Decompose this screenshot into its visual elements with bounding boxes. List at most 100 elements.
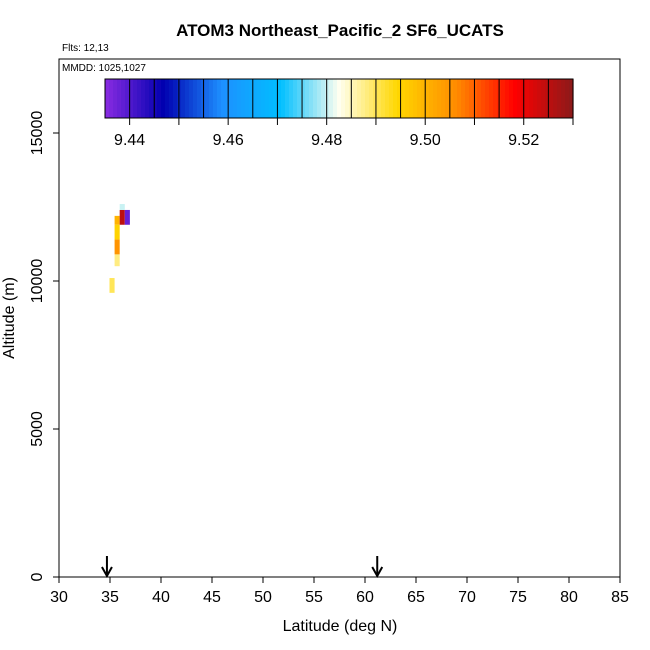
colorbar-segment (485, 79, 490, 118)
colorbar-segment (401, 79, 406, 118)
colorbar-segment (449, 79, 454, 118)
colorbar-tick-label: 9.50 (410, 132, 441, 149)
colorbar-segment (109, 79, 114, 118)
colorbar-segment (565, 79, 570, 118)
chart-title: ATOM3 Northeast_Pacific_2 SF6_UCATS (176, 21, 504, 40)
colorbar-segment (157, 79, 162, 118)
colorbar-segment (513, 79, 518, 118)
colorbar-segment (289, 79, 294, 118)
colorbar-segment (473, 79, 478, 118)
colorbar-segment (337, 79, 342, 118)
data-cell (119, 204, 125, 210)
colorbar-segment (481, 79, 486, 118)
data-cells (109, 204, 130, 293)
colorbar-segment (445, 79, 450, 118)
colorbar-tick-label: 9.44 (114, 132, 145, 149)
colorbar-segment (505, 79, 510, 118)
colorbar-segment (537, 79, 542, 118)
colorbar-segment (369, 79, 374, 118)
colorbar-segment (477, 79, 482, 118)
x-tick-label: 30 (50, 589, 68, 606)
colorbar-segment (541, 79, 546, 118)
colorbar-segment (301, 79, 306, 118)
colorbar-segment (281, 79, 286, 118)
colorbar-segment (417, 79, 422, 118)
colorbar-tick-label: 9.46 (213, 132, 244, 149)
colorbar-segment (257, 79, 262, 118)
colorbar-segment (209, 79, 214, 118)
colorbar-segment (145, 79, 150, 118)
colorbar-segment (265, 79, 270, 118)
colorbar-segment (413, 79, 418, 118)
colorbar-segment (533, 79, 538, 118)
data-cell (114, 254, 120, 267)
colorbar-segment (125, 79, 130, 118)
colorbar-segment (117, 79, 122, 118)
colorbar-segment (345, 79, 350, 118)
colorbar-segment (569, 79, 574, 118)
colorbar-segment (469, 79, 474, 118)
colorbar-segment (205, 79, 210, 118)
colorbar-segment (365, 79, 370, 118)
x-tick-label: 50 (254, 589, 272, 606)
colorbar-segment (149, 79, 154, 118)
x-tick-label: 65 (407, 589, 425, 606)
colorbar-frame (104, 78, 574, 119)
colorbar-segment (465, 79, 470, 118)
colorbar-segment (525, 79, 530, 118)
colorbar-segment (133, 79, 138, 118)
data-cell (114, 215, 120, 225)
colorbar-segment (161, 79, 166, 118)
colorbar-segment (225, 79, 230, 118)
colorbar-segment (305, 79, 310, 118)
colorbar-segment (405, 79, 410, 118)
colorbar-segment (217, 79, 222, 118)
colorbar-segment (545, 79, 550, 118)
colorbar-segment (233, 79, 238, 118)
colorbar-segment (557, 79, 562, 118)
colorbar-segment (489, 79, 494, 118)
x-tick-label: 45 (203, 589, 221, 606)
colorbar-segment (357, 79, 362, 118)
colorbar-segment (229, 79, 234, 118)
colorbar-segment (425, 79, 430, 118)
x-axis: 30 35 40 45 50 55 60 65 70 75 80 85 (50, 577, 629, 606)
colorbar: 9.44 9.46 9.48 9.50 9.52 (104, 78, 574, 149)
colorbar-segment (185, 79, 190, 118)
colorbar-segment (509, 79, 514, 118)
colorbar-segment (501, 79, 506, 118)
colorbar-segment (153, 79, 158, 118)
colorbar-segment (277, 79, 282, 118)
x-tick-label: 75 (509, 589, 527, 606)
colorbar-segment (457, 79, 462, 118)
colorbar-segment (129, 79, 134, 118)
x-tick-label: 35 (101, 589, 119, 606)
colorbar-segment (341, 79, 346, 118)
data-cell (114, 239, 120, 255)
latitude-arrows (101, 556, 384, 579)
colorbar-segment (105, 79, 110, 118)
dates-label: MMDD: 1025,1027 (62, 63, 146, 74)
latitude-arrow-head (371, 566, 384, 579)
colorbar-segment (121, 79, 126, 118)
colorbar-segment (433, 79, 438, 118)
colorbar-segment (241, 79, 246, 118)
x-tick-label: 85 (611, 589, 629, 606)
y-tick-label: 0 (29, 572, 46, 581)
colorbar-segment (237, 79, 242, 118)
colorbar-segment (437, 79, 442, 118)
data-cell (124, 209, 130, 225)
colorbar-segment (529, 79, 534, 118)
colorbar-segment (137, 79, 142, 118)
colorbar-segment (453, 79, 458, 118)
colorbar-segment (253, 79, 258, 118)
colorbar-segment (213, 79, 218, 118)
colorbar-segment (553, 79, 558, 118)
colorbar-segment (329, 79, 334, 118)
colorbar-tick-label: 9.48 (311, 132, 342, 149)
colorbar-segment (517, 79, 522, 118)
y-axis-label: Altitude (m) (1, 277, 18, 359)
colorbar-segment (169, 79, 174, 118)
colorbar-segment (389, 79, 394, 118)
